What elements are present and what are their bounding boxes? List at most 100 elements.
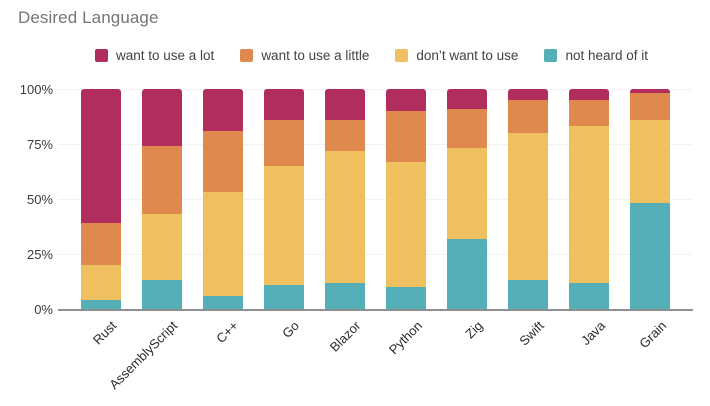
bar-segment[interactable] bbox=[141, 214, 182, 281]
bar-column bbox=[559, 89, 620, 309]
bar-segment[interactable] bbox=[569, 126, 610, 283]
bar-column bbox=[498, 89, 559, 309]
bar-segment[interactable] bbox=[508, 280, 549, 309]
stacked-bar-python[interactable] bbox=[386, 89, 427, 309]
bar-segment[interactable] bbox=[386, 161, 427, 287]
bar-segment[interactable] bbox=[324, 89, 365, 120]
bar-segment[interactable] bbox=[630, 203, 671, 309]
chart-title: Desired Language bbox=[18, 8, 159, 27]
bar-column bbox=[253, 89, 314, 309]
bar-segment[interactable] bbox=[569, 282, 610, 309]
legend-label: want to use a little bbox=[261, 48, 370, 63]
x-tick-label: Zig bbox=[462, 318, 486, 342]
x-label-anchor: Python bbox=[375, 309, 436, 406]
legend-item: don’t want to use bbox=[395, 48, 518, 63]
bar-segment[interactable] bbox=[263, 165, 304, 285]
x-label-anchor: Rust bbox=[70, 309, 131, 406]
x-label-anchor: Swift bbox=[498, 309, 559, 406]
y-tick-label: 50% bbox=[26, 192, 53, 207]
bar-segment[interactable] bbox=[80, 89, 121, 224]
bar-segment[interactable] bbox=[324, 119, 365, 151]
stacked-bar-c-[interactable] bbox=[202, 89, 243, 309]
bar-segment[interactable] bbox=[447, 238, 488, 309]
bar-segment[interactable] bbox=[569, 100, 610, 127]
bar-column bbox=[314, 89, 375, 309]
stacked-bar-swift[interactable] bbox=[508, 89, 549, 309]
stacked-bar-java[interactable] bbox=[569, 89, 610, 309]
bar-column bbox=[437, 89, 498, 309]
legend-swatch-icon bbox=[544, 49, 558, 62]
bar-segment[interactable] bbox=[263, 89, 304, 120]
gridline bbox=[58, 89, 693, 90]
bar-segment[interactable] bbox=[324, 282, 365, 309]
bar-segment[interactable] bbox=[202, 295, 243, 309]
y-axis-labels: 100% 75% 50% 25% 0% bbox=[0, 0, 53, 406]
bar-segment[interactable] bbox=[202, 192, 243, 296]
bar-segment[interactable] bbox=[80, 300, 121, 309]
bar-segment[interactable] bbox=[447, 89, 488, 109]
plot-area bbox=[58, 89, 693, 311]
bar-column bbox=[375, 89, 436, 309]
x-tick-label: Swift bbox=[516, 318, 547, 349]
legend-swatch-icon bbox=[395, 49, 409, 62]
bar-segment[interactable] bbox=[141, 146, 182, 215]
bar-segment[interactable] bbox=[386, 286, 427, 309]
bar-column bbox=[192, 89, 253, 309]
legend-label: want to use a lot bbox=[116, 48, 215, 63]
gridline bbox=[58, 199, 693, 200]
bar-segment[interactable] bbox=[386, 111, 427, 162]
stacked-bar-go[interactable] bbox=[263, 89, 304, 309]
bar-segment[interactable] bbox=[263, 119, 304, 166]
bar-segment[interactable] bbox=[508, 100, 549, 133]
x-axis-line bbox=[58, 309, 693, 311]
bar-segment[interactable] bbox=[141, 280, 182, 309]
bar-segment[interactable] bbox=[141, 89, 182, 147]
stacked-bar-rust[interactable] bbox=[80, 89, 121, 309]
bar-segment[interactable] bbox=[630, 119, 671, 204]
x-tick-label: Java bbox=[577, 318, 608, 349]
x-tick-label: Go bbox=[279, 318, 303, 341]
bar-segment[interactable] bbox=[630, 93, 671, 120]
x-tick-label: Grain bbox=[635, 318, 669, 352]
legend-swatch-icon bbox=[240, 49, 254, 62]
bar-segment[interactable] bbox=[447, 108, 488, 149]
x-label-anchor: AssemblyScript bbox=[106, 309, 192, 406]
x-tick-label: Rust bbox=[89, 318, 120, 348]
x-tick-label: Blazor bbox=[326, 318, 364, 355]
stacked-bar-zig[interactable] bbox=[447, 89, 488, 309]
bar-column bbox=[70, 89, 131, 309]
bar-column bbox=[620, 89, 681, 309]
legend-label: not heard of it bbox=[565, 48, 649, 63]
bar-segment[interactable] bbox=[202, 89, 243, 131]
bar-segment[interactable] bbox=[202, 130, 243, 193]
stacked-bar-grain[interactable] bbox=[630, 89, 671, 309]
legend-item: not heard of it bbox=[544, 48, 648, 63]
bar-segment[interactable] bbox=[324, 150, 365, 283]
bar-segment[interactable] bbox=[386, 89, 427, 111]
bar-segment[interactable] bbox=[447, 148, 488, 239]
bar-segment[interactable] bbox=[508, 89, 549, 100]
stacked-bar-assemblyscript[interactable] bbox=[141, 89, 182, 309]
y-tick-label: 100% bbox=[19, 82, 53, 97]
y-tick-label: 25% bbox=[26, 247, 53, 262]
legend: want to use a lot want to use a little don… bbox=[95, 48, 648, 63]
bar-segment[interactable] bbox=[569, 89, 610, 100]
y-tick-label: 0% bbox=[34, 302, 53, 317]
x-label-anchor: Blazor bbox=[314, 309, 375, 406]
x-label-anchor: Grain bbox=[620, 309, 681, 406]
legend-item: want to use a little bbox=[240, 48, 369, 63]
legend-swatch-icon bbox=[95, 49, 108, 62]
bar-segment[interactable] bbox=[508, 133, 549, 281]
x-axis-labels: Rust AssemblyScript C++ Go Blazor Python Zig Sw… bbox=[58, 309, 693, 406]
bar-column bbox=[131, 89, 192, 309]
y-tick-label: 75% bbox=[26, 137, 53, 152]
x-label-anchor: C++ bbox=[192, 309, 253, 406]
stacked-bar-blazor[interactable] bbox=[324, 89, 365, 309]
bar-segment[interactable] bbox=[80, 223, 121, 265]
gridline bbox=[58, 254, 693, 255]
bar-segment[interactable] bbox=[263, 284, 304, 309]
bar-segment[interactable] bbox=[80, 264, 121, 301]
legend-item: want to use a lot bbox=[95, 48, 214, 63]
bar-segment[interactable] bbox=[630, 89, 671, 94]
